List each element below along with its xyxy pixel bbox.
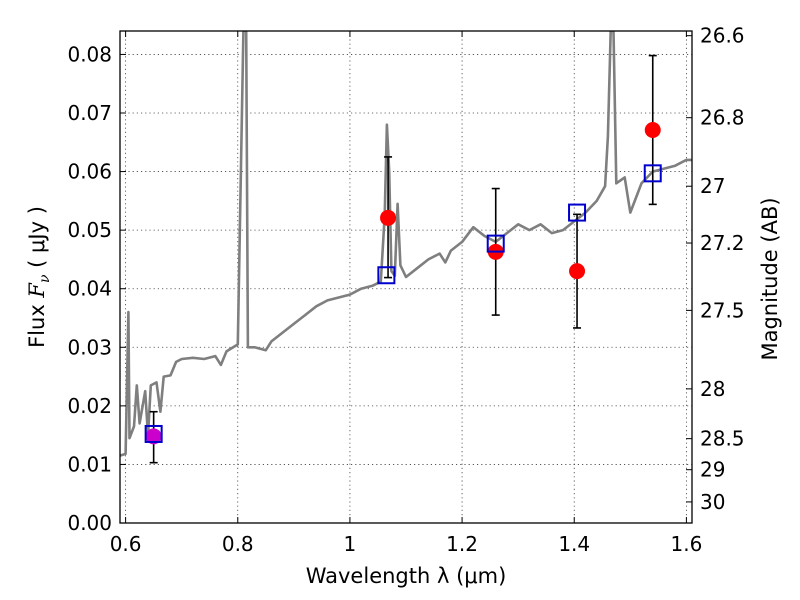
right-tick-label: 29 <box>700 458 725 482</box>
y-tick-label: 0.05 <box>67 218 112 242</box>
observed-point <box>569 263 586 280</box>
y-tick-label: 0.00 <box>67 511 112 535</box>
right-tick-label: 28.5 <box>700 427 745 451</box>
right-tick-label: 26.6 <box>700 24 745 48</box>
y-axis: 0.00 0.01 0.02 0.03 0.04 0.05 0.06 0.07 0.08 <box>67 42 126 535</box>
observed-point <box>380 209 397 226</box>
right-tick-label: 27.2 <box>700 231 745 255</box>
x-tick-label: 1.2 <box>446 532 478 556</box>
observed-points <box>145 121 661 445</box>
right-magnitude-axis: 26.6 26.8 27 27.2 27.5 28 28.5 29 30 <box>686 24 745 514</box>
model-photometry-point <box>568 203 587 222</box>
model-photometry-point <box>144 424 163 443</box>
x-tick-label: 0.8 <box>222 532 254 556</box>
y-tick-label: 0.01 <box>67 452 112 476</box>
right-tick-label: 27.5 <box>700 298 745 322</box>
y-tick-label: 0.06 <box>67 160 112 184</box>
x-tick-label: 1 <box>344 532 357 556</box>
x-tick-label: 1.6 <box>670 532 702 556</box>
right-tick-label: 28 <box>700 377 725 401</box>
plot-area <box>120 31 692 464</box>
y-tick-label: 0.02 <box>67 394 112 418</box>
observed-point <box>644 121 661 138</box>
model-photometry-points <box>144 164 662 443</box>
observed-point <box>145 428 162 445</box>
x-tick-label: 0.6 <box>110 532 142 556</box>
right-tick-label: 26.8 <box>700 106 745 130</box>
y-axis-label-symbol: F <box>25 282 49 299</box>
y-tick-label: 0.04 <box>67 277 112 301</box>
y-axis-label-subscript: ν <box>37 274 53 283</box>
x-axis-label: Wavelength λ (μm) <box>306 564 507 588</box>
y-tick-label: 0.03 <box>67 335 112 359</box>
model-photometry-point <box>377 266 396 285</box>
y-tick-label: 0.08 <box>67 42 112 66</box>
y-axis-label-prefix: Flux <box>25 298 49 348</box>
y-axis-label-suffix: ( μJy ) <box>25 206 49 274</box>
x-axis: 0.6 0.8 1 1.2 1.4 1.6 <box>110 31 702 556</box>
right-axis-label: Magnitude (AB) <box>758 197 782 360</box>
plot-frame <box>119 30 693 524</box>
model-photometry-point <box>643 164 662 183</box>
x-tick-label: 1.4 <box>558 532 590 556</box>
y-axis-label: Flux Fν ( μJy ) <box>25 206 53 348</box>
model-photometry-point <box>486 234 505 253</box>
right-tick-label: 30 <box>700 490 725 514</box>
right-tick-label: 27 <box>700 174 725 198</box>
y-tick-label: 0.07 <box>67 101 112 125</box>
